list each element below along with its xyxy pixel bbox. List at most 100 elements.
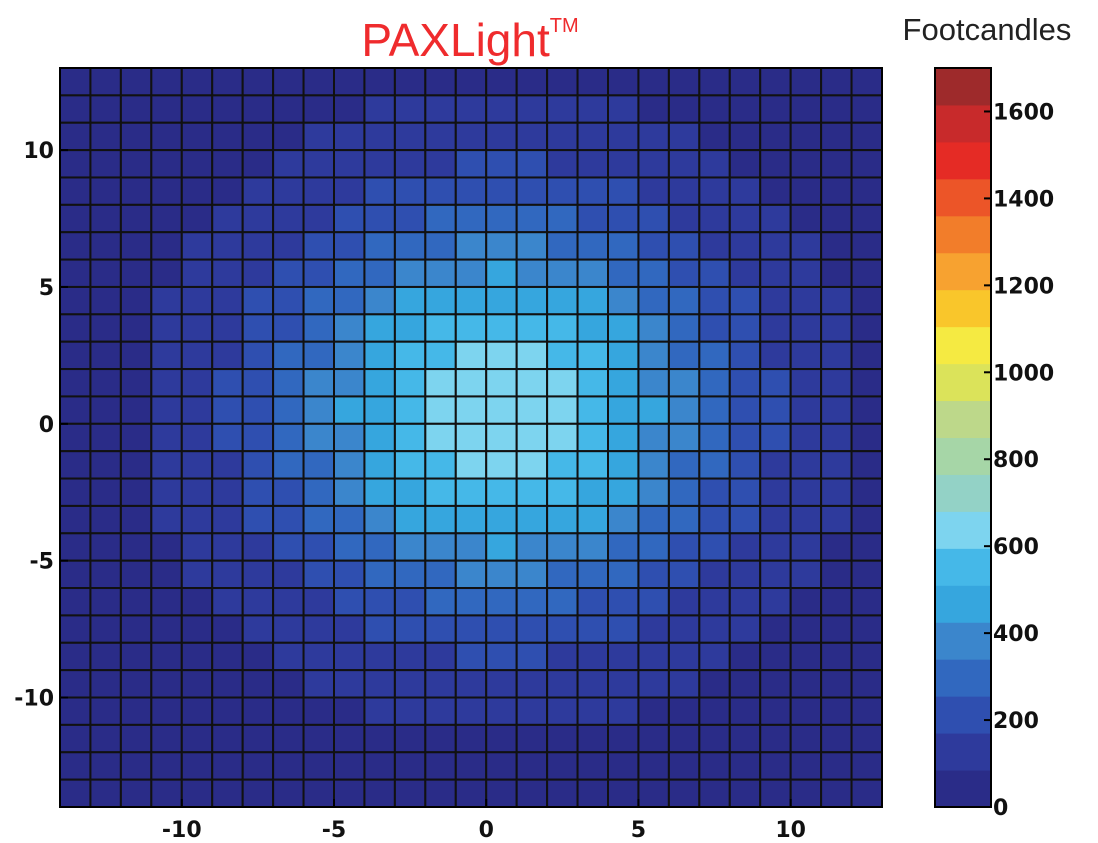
heatmap-cell [820, 587, 853, 617]
colorbar-axis: 1600 1400 1200 1000 800 600 400 200 0 [984, 100, 1054, 821]
heatmap-cell [728, 450, 762, 480]
heatmap-cell [789, 696, 823, 726]
heatmap-cell [59, 203, 92, 234]
heatmap-cell [180, 149, 214, 179]
heatmap-cell [150, 669, 183, 699]
heatmap-cell [89, 149, 122, 179]
heatmap-cell [515, 231, 549, 261]
heatmap-cell [150, 231, 183, 261]
heatmap-cell [454, 641, 488, 672]
heatmap-cell [728, 669, 762, 699]
heatmap-cell [759, 422, 792, 453]
heatmap-cell [789, 313, 823, 343]
heatmap-cell [637, 176, 670, 206]
heatmap-cell [637, 723, 670, 754]
heatmap-cell [333, 176, 366, 206]
heatmap-cell [241, 203, 275, 234]
heatmap-cell [576, 231, 609, 261]
heatmap-cell [789, 641, 823, 672]
heatmap-cell [333, 532, 366, 562]
heatmap-cell [454, 258, 488, 288]
heatmap-cell [393, 176, 427, 206]
heatmap-cell [820, 751, 853, 781]
heatmap-cell [119, 450, 153, 480]
heatmap-cell [241, 121, 275, 152]
heatmap-cell [59, 149, 92, 179]
heatmap-cell [302, 203, 335, 234]
heatmap-cell [393, 587, 427, 617]
heatmap-cell [59, 395, 92, 425]
heatmap-cell [485, 176, 518, 206]
heatmap-cell [667, 669, 701, 699]
heatmap-cell [89, 751, 122, 781]
heatmap-cell [820, 723, 853, 754]
heatmap-cell [333, 149, 366, 179]
heatmap-cell [789, 368, 823, 398]
heatmap-cell [637, 231, 670, 261]
heatmap-cell [728, 340, 762, 371]
heatmap-cell [211, 94, 244, 124]
heatmap-cell [180, 477, 214, 507]
heatmap-cell [150, 395, 183, 425]
heatmap-cell [728, 504, 762, 535]
heatmap-cell [546, 176, 579, 206]
heatmap-cell [89, 450, 122, 480]
heatmap-cell [759, 121, 792, 152]
heatmap-cell [850, 477, 883, 507]
heatmap-cell [850, 121, 883, 152]
heatmap-cell [211, 696, 244, 726]
heatmap-cell [789, 121, 823, 152]
heatmap-cell [150, 751, 183, 781]
heatmap-cell [820, 340, 853, 371]
heatmap-cell [820, 258, 853, 288]
heatmap-cell [454, 313, 488, 343]
heatmap-cell [515, 614, 549, 644]
heatmap-cell [119, 696, 153, 726]
heatmap-cell [789, 669, 823, 699]
heatmap-cell [850, 559, 883, 590]
heatmap-cell [607, 751, 640, 781]
heatmap-cell [211, 778, 244, 809]
heatmap-cell [485, 94, 518, 124]
heatmap-cell [393, 559, 427, 590]
heatmap-cell [728, 751, 762, 781]
heatmap-cell [393, 696, 427, 726]
heatmap-cell [302, 532, 335, 562]
heatmap-cell [424, 778, 457, 809]
heatmap-cell [820, 94, 853, 124]
heatmap-cell [850, 422, 883, 453]
heatmap-cell [180, 669, 214, 699]
heatmap-cell [454, 395, 488, 425]
heatmap-cell [485, 422, 518, 453]
heatmap-cell [89, 67, 122, 97]
heatmap-cell [119, 258, 153, 288]
x-tick-label: -5 [322, 818, 346, 843]
heatmap-cell [59, 723, 92, 754]
heatmap-cell [119, 340, 153, 371]
heatmap-cell [789, 395, 823, 425]
heatmap-cell [698, 368, 731, 398]
heatmap-cell [820, 203, 853, 234]
heatmap-cell [150, 641, 183, 672]
heatmap-cell [454, 450, 488, 480]
heatmap-cell [302, 94, 335, 124]
heatmap-cell [637, 94, 670, 124]
colorbar-segment [935, 622, 991, 660]
heatmap-cell [180, 203, 214, 234]
colorbar-segment [935, 733, 991, 771]
heatmap-cell [119, 285, 153, 316]
heatmap-cell [637, 258, 670, 288]
heatmap-cell [119, 121, 153, 152]
heatmap-cell [485, 641, 518, 672]
heatmap-cell [424, 641, 457, 672]
heatmap-cell [241, 313, 275, 343]
heatmap-cell [119, 751, 153, 781]
heatmap-cell [485, 559, 518, 590]
heatmap-cell [576, 696, 609, 726]
heatmap-cell [607, 340, 640, 371]
heatmap-cell [211, 176, 244, 206]
heatmap-cell [698, 723, 731, 754]
heatmap-cell [302, 450, 335, 480]
heatmap-cell [515, 778, 549, 809]
heatmap-cell [211, 669, 244, 699]
